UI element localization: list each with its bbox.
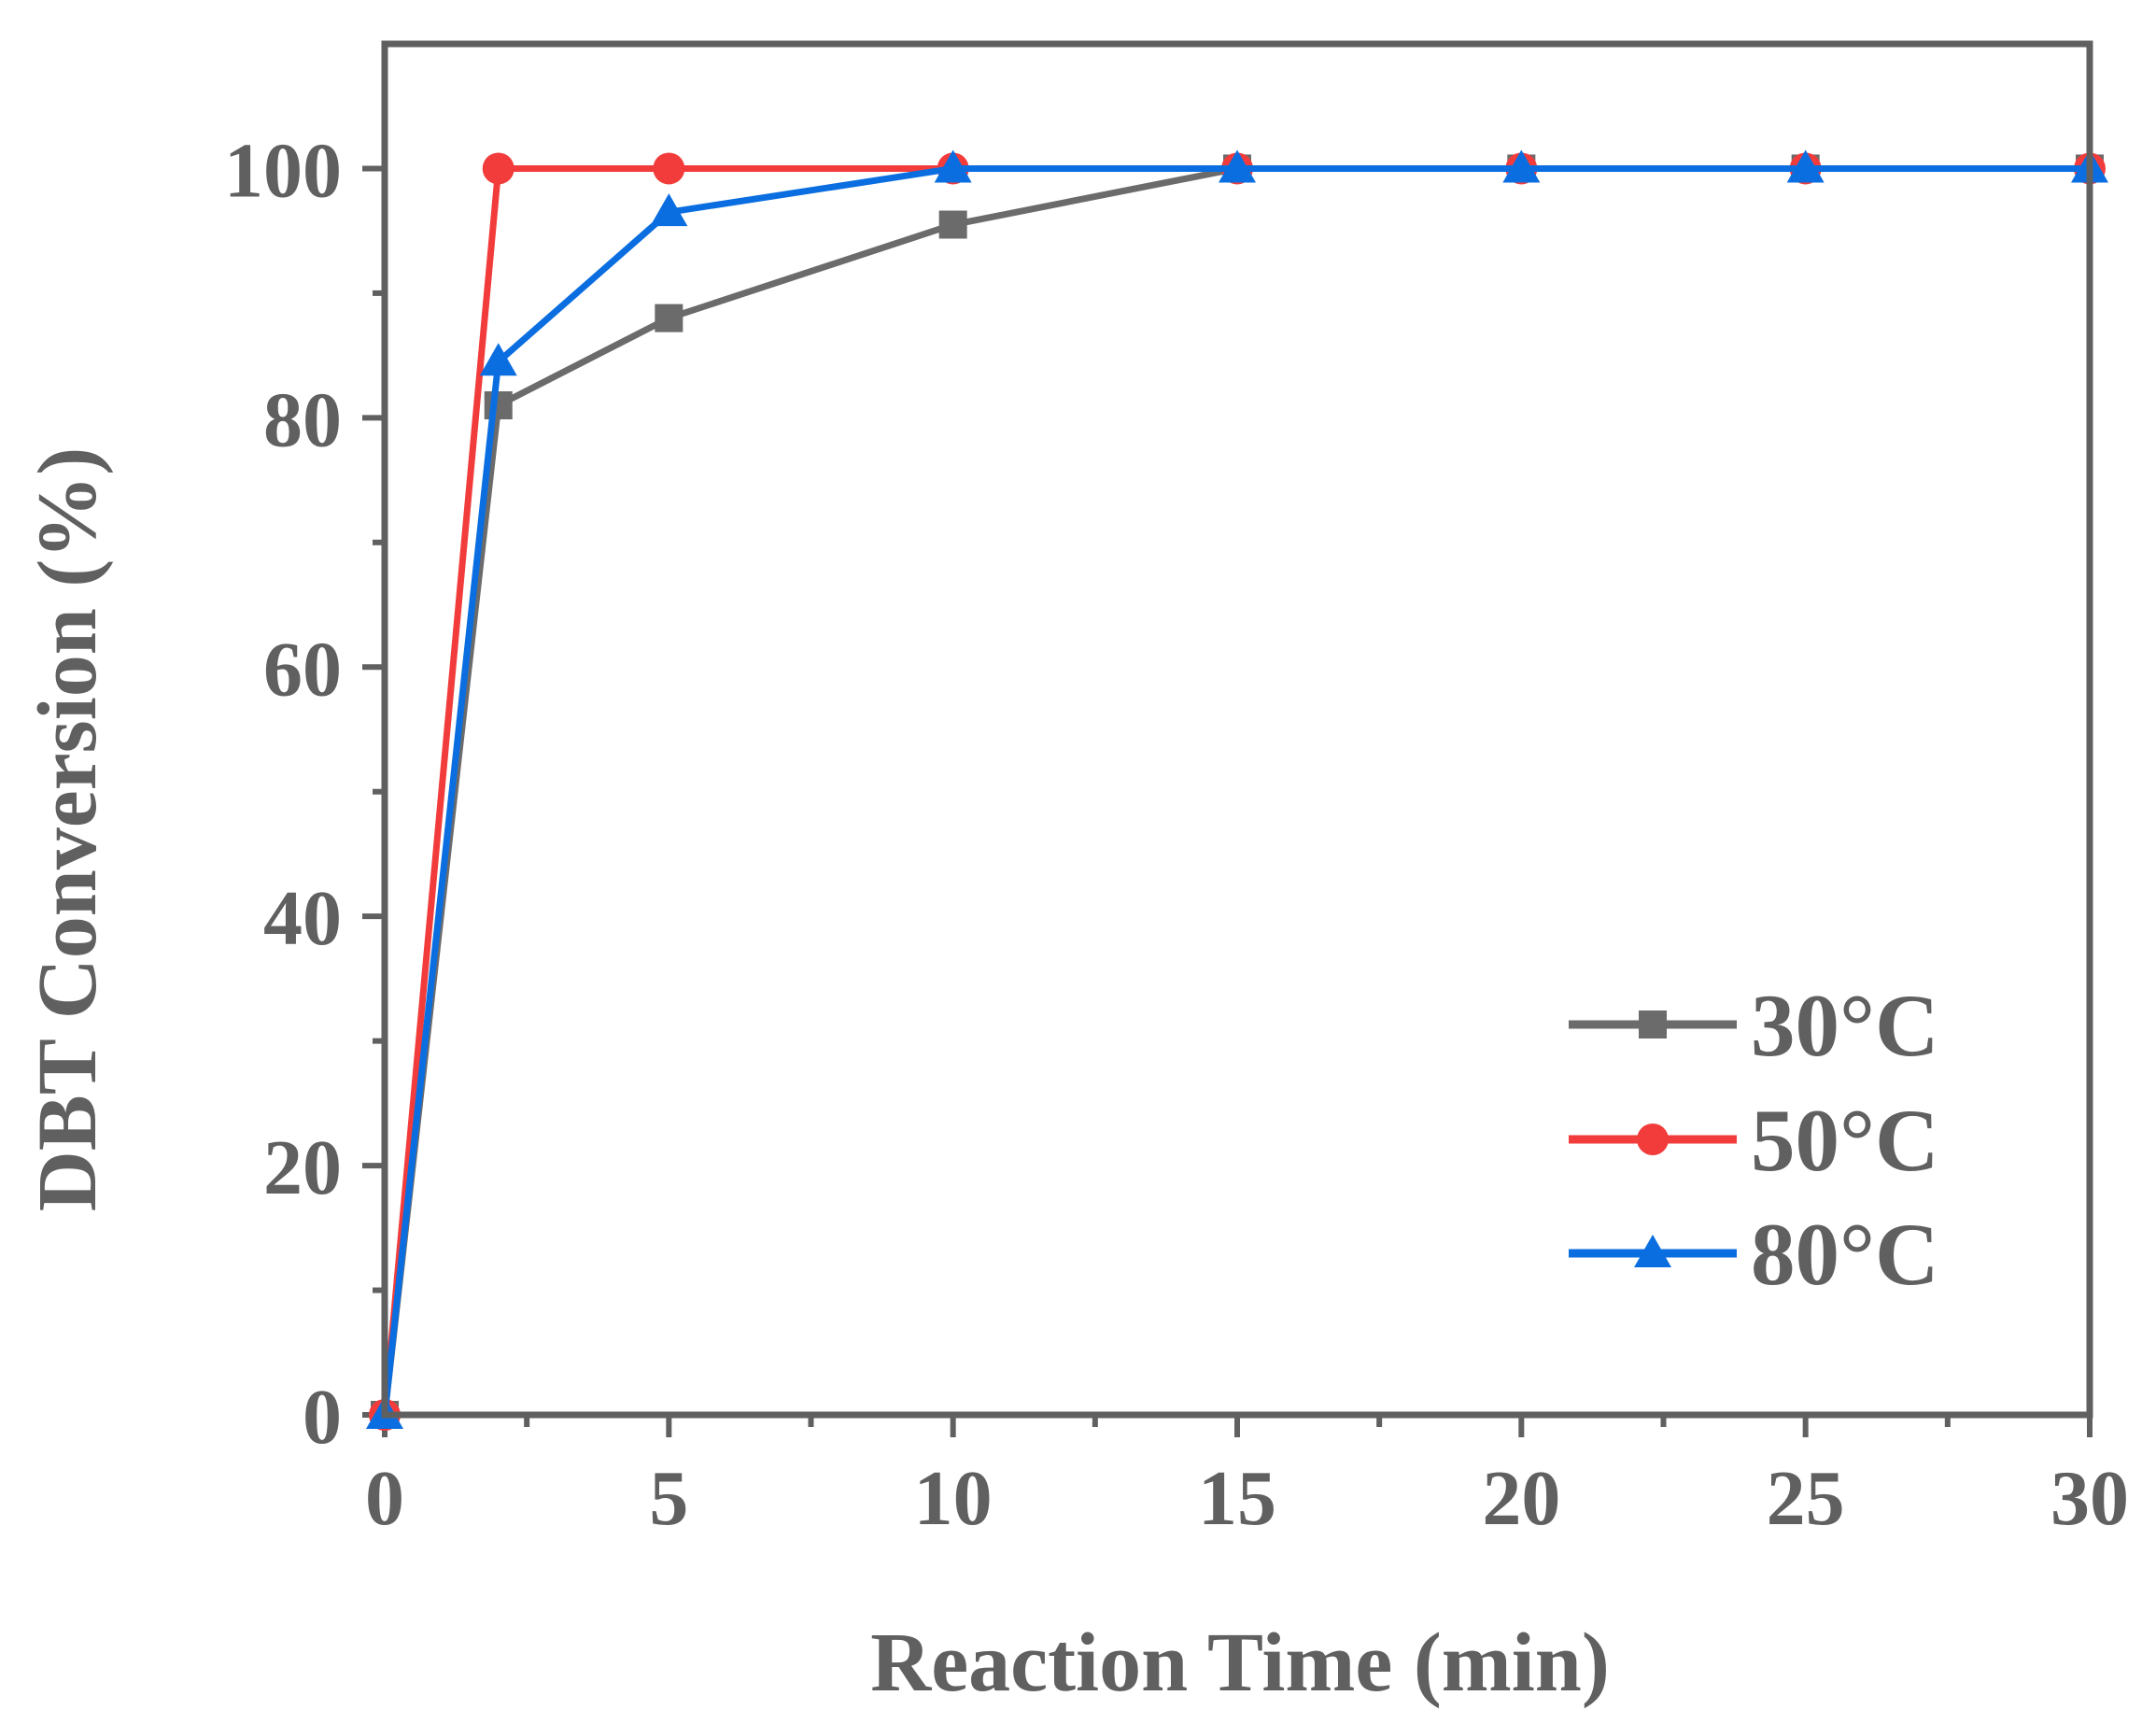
legend-item: 80°C bbox=[1569, 1205, 1939, 1304]
y-tick-label: 20 bbox=[263, 1124, 342, 1211]
data-point bbox=[482, 152, 514, 185]
tick-labels: 0 5 10 15 20 25 30 0 20 40 60 80 100 bbox=[224, 127, 2129, 1542]
data-point bbox=[655, 304, 683, 332]
y-tick-label: 60 bbox=[263, 626, 342, 713]
y-tick-label: 80 bbox=[263, 376, 342, 463]
x-tick-label: 0 bbox=[365, 1455, 404, 1542]
legend-marker bbox=[1634, 1235, 1671, 1267]
y-axis-label: DBT Conversion (%) bbox=[21, 447, 114, 1211]
data-point bbox=[479, 343, 517, 376]
legend-label: 50°C bbox=[1751, 1091, 1939, 1190]
series-line bbox=[381, 164, 2090, 1416]
x-tick-label: 10 bbox=[914, 1455, 993, 1542]
legend-label: 80°C bbox=[1751, 1205, 1939, 1304]
data-point bbox=[1219, 149, 1256, 183]
legend-marker bbox=[1637, 1123, 1669, 1155]
data-point bbox=[650, 193, 688, 227]
plot-frame bbox=[381, 40, 2093, 1419]
data-point bbox=[653, 152, 685, 185]
y-tick-label: 40 bbox=[263, 875, 342, 962]
data-point bbox=[938, 210, 967, 239]
data-point bbox=[1502, 149, 1541, 183]
y-tick-label: 0 bbox=[303, 1374, 342, 1461]
x-tick-label: 30 bbox=[2050, 1455, 2129, 1542]
x-tick-label: 25 bbox=[1767, 1455, 1845, 1542]
legend-item: 30°C bbox=[1569, 976, 1939, 1075]
data-point bbox=[934, 149, 972, 183]
legend-label: 30°C bbox=[1751, 976, 1939, 1075]
series-lines bbox=[366, 149, 2108, 1431]
x-axis-label: Reaction Time (min) bbox=[870, 1617, 1610, 1709]
legend-marker bbox=[1639, 1010, 1667, 1039]
y-tick-label: 100 bbox=[224, 127, 342, 214]
legend: 30°C 50°C 80°C bbox=[1569, 976, 1939, 1304]
data-point bbox=[1786, 149, 1825, 183]
x-tick-label: 20 bbox=[1482, 1455, 1560, 1542]
legend-item: 50°C bbox=[1569, 1091, 1939, 1190]
data-point bbox=[484, 391, 513, 420]
x-tick-label: 15 bbox=[1198, 1455, 1276, 1542]
series-80C bbox=[366, 149, 2108, 1429]
x-tick-label: 5 bbox=[649, 1455, 688, 1542]
